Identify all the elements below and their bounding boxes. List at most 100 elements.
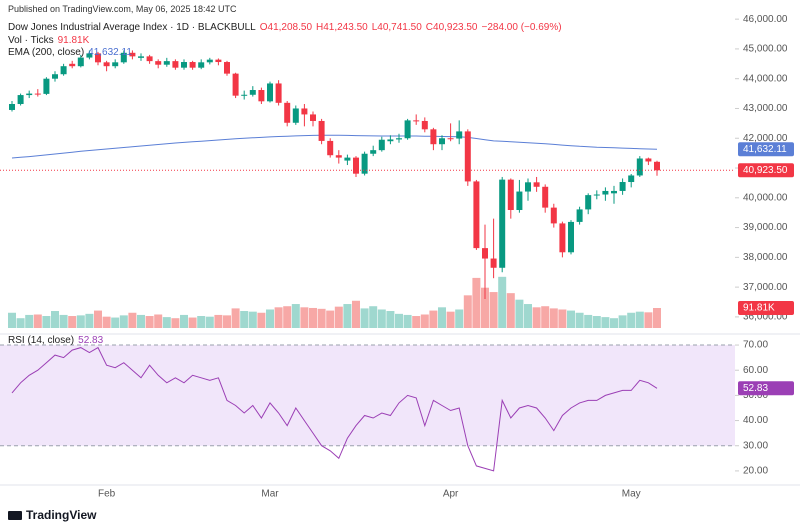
candle-body	[26, 93, 33, 96]
candle-body	[361, 153, 368, 174]
volume-bar	[627, 312, 636, 328]
candle-body	[585, 195, 592, 210]
ema-axis-label-box	[738, 142, 794, 157]
candle-body	[17, 95, 24, 105]
volume-bar	[300, 307, 309, 328]
volume-bar	[291, 304, 300, 328]
candle-body	[95, 53, 101, 63]
candle-body	[482, 248, 488, 259]
volume-bar	[8, 312, 16, 328]
rsi-tick-label: 70.00	[743, 340, 768, 351]
volume-bar	[343, 304, 352, 328]
candle-body	[542, 186, 549, 208]
rsi-tick-label: 30.00	[743, 440, 768, 451]
candle-body	[576, 209, 583, 222]
volume-bar	[197, 316, 206, 328]
volume-bar	[317, 308, 326, 328]
candle-body	[275, 83, 282, 103]
volume-bar	[137, 314, 145, 328]
volume-bar	[412, 316, 421, 328]
legend-main: Dow Jones Industrial Average Index · 1D …	[8, 22, 562, 33]
candle-body	[103, 62, 110, 67]
publisher: Published on TradingView.com, May 06, 20…	[8, 4, 237, 14]
volume-bar	[601, 317, 610, 328]
candle-body	[301, 108, 308, 115]
candle-body	[267, 83, 273, 102]
volume-bar	[309, 307, 317, 328]
ohlc-high: H41,243.50	[316, 22, 368, 33]
volume-bar	[283, 306, 292, 328]
rsi-axis-label-box	[738, 381, 794, 396]
candle-body	[387, 139, 394, 142]
ohlc-low: L40,741.50	[371, 22, 422, 33]
candle-body	[525, 182, 531, 192]
candle-body	[499, 179, 506, 268]
volume-bar	[248, 311, 257, 328]
rsi-axis-label: 52.83	[743, 383, 768, 394]
ohlc-open: O41,208.50	[259, 22, 312, 33]
rsi-tick-label: 50.00	[743, 390, 768, 401]
y-tick-label: 45,000.00	[743, 44, 788, 55]
volume-bar	[506, 293, 515, 328]
y-tick-label: 44,000.00	[743, 73, 788, 84]
volume-bar	[188, 317, 197, 328]
volume-bar	[446, 311, 455, 328]
candle-body	[215, 59, 222, 63]
volume-bar	[51, 311, 59, 328]
volume-bar	[429, 310, 438, 328]
candle-body	[628, 175, 635, 183]
volume-bar	[274, 307, 283, 328]
volume-bar	[111, 317, 120, 328]
rsi-band	[0, 345, 735, 446]
volume-bar	[549, 308, 558, 328]
y-tick-label: 42,000.00	[743, 133, 788, 144]
candle-body	[189, 62, 196, 68]
volume-bar	[377, 309, 386, 328]
volume-bar	[334, 306, 343, 328]
candle-body	[413, 120, 420, 122]
candle-body	[439, 138, 445, 145]
ohlc-change: −284.00 (−0.69%)	[481, 22, 562, 33]
x-tick-label: Apr	[443, 489, 459, 500]
volume-bar	[395, 313, 403, 328]
volume-bar	[472, 277, 481, 328]
volume-bar	[68, 316, 77, 328]
volume-bar	[326, 310, 335, 328]
y-tick-label: 46,000.00	[743, 14, 788, 25]
volume-bar	[541, 306, 550, 328]
volume-bar	[635, 311, 644, 328]
volume-bar	[119, 315, 128, 328]
rsi-value: 52.83	[78, 335, 104, 346]
volume-bar	[463, 295, 472, 328]
legend-volume: Vol · Ticks 91.81K	[8, 35, 89, 46]
rsi-name: RSI (14, close)	[8, 335, 75, 346]
volume-bar	[59, 314, 68, 328]
candle-body	[404, 120, 411, 139]
candle-body	[198, 62, 205, 68]
candle-body	[9, 104, 15, 110]
volume-value: 91.81K	[57, 35, 90, 46]
candle-body	[77, 57, 84, 67]
candle-body	[353, 157, 359, 174]
x-tick-label: May	[622, 489, 641, 500]
candle-body	[490, 258, 497, 268]
volume-bar	[102, 316, 111, 328]
candle-body	[456, 131, 463, 139]
candle-body	[172, 61, 179, 68]
title: Dow Jones Industrial Average Index · 1D …	[8, 22, 256, 33]
volume-bar	[205, 316, 214, 328]
candle-body	[344, 157, 351, 161]
legend-ema: EMA (200, close) 41,632.11	[8, 47, 132, 58]
volume-axis-label: 91.81K	[743, 303, 775, 314]
volume-bar	[257, 312, 266, 328]
candle-body	[447, 138, 454, 140]
candle-body	[378, 139, 385, 151]
volume-bar	[455, 309, 464, 328]
candle-body	[421, 120, 428, 130]
candle-body	[593, 194, 600, 196]
candle-body	[602, 190, 609, 195]
volume-bar	[558, 309, 567, 328]
volume-bar	[352, 300, 360, 328]
candle-body	[611, 190, 617, 194]
